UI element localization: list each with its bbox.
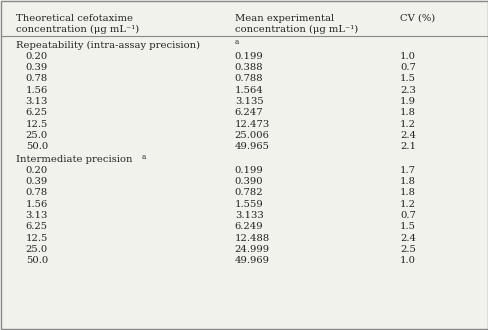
Text: 1.8: 1.8 bbox=[399, 177, 415, 186]
Text: a: a bbox=[142, 152, 146, 160]
Text: 0.7: 0.7 bbox=[399, 63, 415, 72]
Text: 1.0: 1.0 bbox=[399, 52, 415, 61]
Text: 12.5: 12.5 bbox=[26, 234, 48, 243]
Text: 2.4: 2.4 bbox=[399, 234, 415, 243]
Text: 0.20: 0.20 bbox=[26, 166, 48, 175]
Text: 12.488: 12.488 bbox=[234, 234, 269, 243]
Text: 49.969: 49.969 bbox=[234, 256, 269, 265]
Text: 0.390: 0.390 bbox=[234, 177, 263, 186]
Text: 50.0: 50.0 bbox=[26, 142, 48, 151]
Text: 1.56: 1.56 bbox=[26, 200, 48, 209]
Text: 12.5: 12.5 bbox=[26, 119, 48, 129]
Text: 0.199: 0.199 bbox=[234, 166, 263, 175]
Text: 1.2: 1.2 bbox=[399, 200, 415, 209]
Text: 1.8: 1.8 bbox=[399, 108, 415, 117]
Text: 3.13: 3.13 bbox=[26, 211, 48, 220]
Text: 25.0: 25.0 bbox=[26, 131, 48, 140]
Text: 0.388: 0.388 bbox=[234, 63, 263, 72]
Text: 0.7: 0.7 bbox=[399, 211, 415, 220]
Text: 2.1: 2.1 bbox=[399, 142, 415, 151]
Text: Repeatability (intra-assay precision): Repeatability (intra-assay precision) bbox=[16, 41, 200, 50]
Text: 0.39: 0.39 bbox=[26, 177, 48, 186]
Text: 1.564: 1.564 bbox=[234, 85, 263, 95]
Text: 25.0: 25.0 bbox=[26, 245, 48, 254]
Text: 3.13: 3.13 bbox=[26, 97, 48, 106]
Text: 1.559: 1.559 bbox=[234, 200, 263, 209]
Text: 3.135: 3.135 bbox=[234, 97, 263, 106]
Text: 1.5: 1.5 bbox=[399, 222, 415, 231]
Text: 1.56: 1.56 bbox=[26, 85, 48, 95]
Text: 0.78: 0.78 bbox=[26, 74, 48, 83]
Text: concentration (μg mL⁻¹): concentration (μg mL⁻¹) bbox=[234, 25, 357, 34]
Text: Theoretical cefotaxime: Theoretical cefotaxime bbox=[16, 14, 133, 23]
Text: 24.999: 24.999 bbox=[234, 245, 269, 254]
Text: 1.0: 1.0 bbox=[399, 256, 415, 265]
Text: 6.247: 6.247 bbox=[234, 108, 263, 117]
Text: 0.782: 0.782 bbox=[234, 188, 263, 197]
Text: 2.3: 2.3 bbox=[399, 85, 415, 95]
Text: 0.20: 0.20 bbox=[26, 52, 48, 61]
Text: 1.2: 1.2 bbox=[399, 119, 415, 129]
Text: 3.133: 3.133 bbox=[234, 211, 263, 220]
Text: 6.249: 6.249 bbox=[234, 222, 263, 231]
Text: 25.006: 25.006 bbox=[234, 131, 269, 140]
Text: concentration (μg mL⁻¹): concentration (μg mL⁻¹) bbox=[16, 25, 139, 34]
Text: 1.5: 1.5 bbox=[399, 74, 415, 83]
Text: a: a bbox=[234, 38, 238, 47]
Text: 0.78: 0.78 bbox=[26, 188, 48, 197]
Text: 2.5: 2.5 bbox=[399, 245, 415, 254]
Text: 0.199: 0.199 bbox=[234, 52, 263, 61]
Text: 49.965: 49.965 bbox=[234, 142, 269, 151]
Text: 6.25: 6.25 bbox=[26, 222, 48, 231]
Text: 1.9: 1.9 bbox=[399, 97, 415, 106]
Text: 1.7: 1.7 bbox=[399, 166, 415, 175]
Text: Mean experimental: Mean experimental bbox=[234, 14, 333, 23]
Text: 0.39: 0.39 bbox=[26, 63, 48, 72]
Text: 0.788: 0.788 bbox=[234, 74, 263, 83]
Text: 2.4: 2.4 bbox=[399, 131, 415, 140]
Text: 12.473: 12.473 bbox=[234, 119, 269, 129]
Text: 50.0: 50.0 bbox=[26, 256, 48, 265]
Text: CV (%): CV (%) bbox=[399, 14, 434, 23]
Text: 1.8: 1.8 bbox=[399, 188, 415, 197]
Text: Intermediate precision: Intermediate precision bbox=[16, 155, 132, 164]
Text: 6.25: 6.25 bbox=[26, 108, 48, 117]
